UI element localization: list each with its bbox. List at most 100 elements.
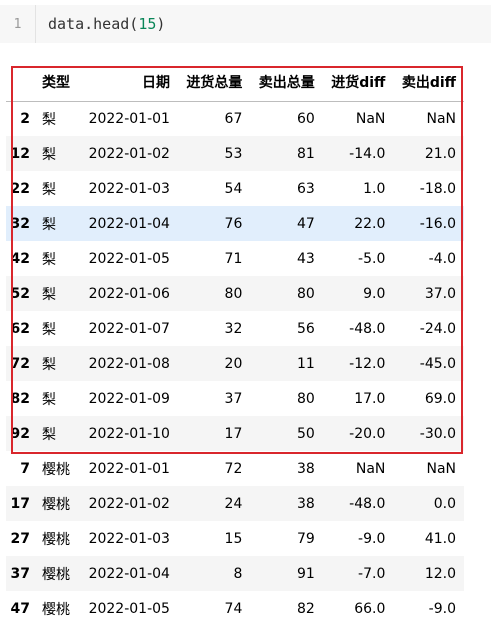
- table-row: 52 梨 2022-01-06 80 80 9.0 37.0: [6, 276, 464, 311]
- cell-purchase-total: 74: [224, 600, 243, 617]
- table-row: 92 梨 2022-01-10 17 50 -20.0 -30.0: [6, 416, 464, 451]
- cell-purchase-diff: 17.0: [354, 390, 386, 407]
- table-row: 7 樱桃 2022-01-01 72 38 NaN NaN: [6, 451, 464, 486]
- cell-date: 2022-01-05: [88, 250, 170, 267]
- cell-date: 2022-01-03: [88, 180, 170, 197]
- row-index: 42: [10, 250, 30, 267]
- cell-date: 2022-01-03: [88, 530, 170, 547]
- cell-type: 梨: [42, 251, 56, 268]
- dataframe-table: 类型 日期 进货总量 卖出总量 进货diff 卖出diff 2 梨 2022-01-…: [6, 63, 464, 626]
- cell-sales-diff: 0.0: [433, 495, 456, 512]
- table-row: 82 梨 2022-01-09 37 80 17.0 69.0: [6, 381, 464, 416]
- cell-type: 梨: [42, 321, 56, 338]
- cell-sales-diff: -24.0: [419, 320, 456, 337]
- cell-type: 梨: [42, 111, 56, 128]
- cell-sales-diff: -4.0: [428, 250, 456, 267]
- cell-type: 樱桃: [42, 496, 70, 513]
- row-index: 12: [10, 145, 30, 162]
- cell-purchase-diff: 9.0: [363, 285, 386, 302]
- cell-type: 梨: [42, 181, 56, 198]
- cell-sales-diff: -9.0: [428, 600, 456, 617]
- cell-sales-diff: -18.0: [419, 180, 456, 197]
- cell-purchase-diff: NaN: [355, 460, 386, 477]
- cell-sales-total: 43: [296, 250, 315, 267]
- table-row: 22 梨 2022-01-03 54 63 1.0 -18.0: [6, 171, 464, 206]
- cell-sales-total: 50: [296, 425, 315, 442]
- row-index: 2: [20, 110, 30, 127]
- cell-sales-total: 63: [296, 180, 315, 197]
- cell-sales-diff: 37.0: [424, 285, 456, 302]
- row-index: 72: [10, 355, 30, 372]
- code-cell[interactable]: 1 data.head(15): [0, 5, 491, 43]
- table-row: 62 梨 2022-01-07 32 56 -48.0 -24.0: [6, 311, 464, 346]
- cell-date: 2022-01-07: [88, 320, 170, 337]
- cell-type: 樱桃: [42, 461, 70, 478]
- cell-date: 2022-01-04: [88, 215, 170, 232]
- code-argument: 15: [138, 15, 157, 33]
- cell-purchase-total: 17: [224, 425, 243, 442]
- cell-purchase-diff: 22.0: [354, 215, 386, 232]
- cell-purchase-total: 32: [224, 320, 243, 337]
- cell-purchase-total: 67: [224, 110, 243, 127]
- cell-date: 2022-01-01: [88, 460, 170, 477]
- table-row: 32 梨 2022-01-04 76 47 22.0 -16.0: [6, 206, 464, 241]
- cell-sales-diff: 41.0: [424, 530, 456, 547]
- table-row: 47 樱桃 2022-01-05 74 82 66.0 -9.0: [6, 591, 464, 626]
- code-close-paren: ): [156, 15, 166, 33]
- cell-sales-total: 79: [296, 530, 315, 547]
- output-table-container: 类型 日期 进货总量 卖出总量 进货diff 卖出diff 2 梨 2022-01-…: [6, 63, 464, 626]
- cell-type: 梨: [42, 216, 56, 233]
- cell-purchase-total: 80: [224, 285, 243, 302]
- row-index: 82: [10, 390, 30, 407]
- line-number: 1: [0, 5, 36, 43]
- cell-sales-diff: 69.0: [424, 390, 456, 407]
- cell-purchase-total: 71: [224, 250, 243, 267]
- cell-type: 梨: [42, 356, 56, 373]
- cell-date: 2022-01-01: [88, 110, 170, 127]
- cell-purchase-diff: -48.0: [349, 495, 386, 512]
- cell-sales-diff: NaN: [426, 460, 456, 477]
- row-index: 52: [10, 285, 30, 302]
- cell-purchase-diff: NaN: [355, 110, 386, 127]
- cell-purchase-diff: -12.0: [349, 355, 386, 372]
- cell-sales-diff: 21.0: [424, 145, 456, 162]
- cell-sales-total: 11: [296, 355, 315, 372]
- cell-purchase-total: 37: [224, 390, 243, 407]
- cell-type: 樱桃: [42, 531, 70, 548]
- table-row: 17 樱桃 2022-01-02 24 38 -48.0 0.0: [6, 486, 464, 521]
- table-row: 42 梨 2022-01-05 71 43 -5.0 -4.0: [6, 241, 464, 276]
- cell-purchase-total: 15: [224, 530, 243, 547]
- cell-purchase-diff: -14.0: [349, 145, 386, 162]
- row-index: 17: [10, 495, 30, 512]
- cell-sales-total: 60: [296, 110, 315, 127]
- cell-purchase-diff: -48.0: [349, 320, 386, 337]
- cell-sales-diff: -45.0: [419, 355, 456, 372]
- cell-purchase-diff: -7.0: [358, 565, 386, 582]
- cell-purchase-diff: -9.0: [358, 530, 386, 547]
- code-open-paren: (: [129, 15, 139, 33]
- cell-date: 2022-01-08: [88, 355, 170, 372]
- header-type: 类型: [38, 63, 80, 102]
- cell-purchase-diff: -20.0: [349, 425, 386, 442]
- row-index: 62: [10, 320, 30, 337]
- header-purchase-diff: 进货diff: [322, 63, 394, 102]
- code-editor[interactable]: data.head(15): [36, 5, 491, 43]
- cell-purchase-total: 54: [224, 180, 243, 197]
- cell-date: 2022-01-04: [88, 565, 170, 582]
- cell-type: 樱桃: [42, 601, 70, 618]
- cell-date: 2022-01-02: [88, 495, 170, 512]
- cell-date: 2022-01-06: [88, 285, 170, 302]
- cell-purchase-total: 20: [224, 355, 243, 372]
- cell-purchase-total: 8: [233, 565, 243, 582]
- header-index: [6, 63, 38, 102]
- header-purchase-total: 进货总量: [177, 63, 251, 102]
- row-index: 92: [10, 425, 30, 442]
- header-sales-total: 卖出总量: [250, 63, 323, 102]
- cell-sales-total: 82: [296, 600, 315, 617]
- cell-purchase-total: 72: [224, 460, 243, 477]
- cell-purchase-total: 24: [224, 495, 243, 512]
- cell-sales-total: 56: [296, 320, 315, 337]
- cell-sales-diff: -30.0: [419, 425, 456, 442]
- row-index: 37: [10, 565, 30, 582]
